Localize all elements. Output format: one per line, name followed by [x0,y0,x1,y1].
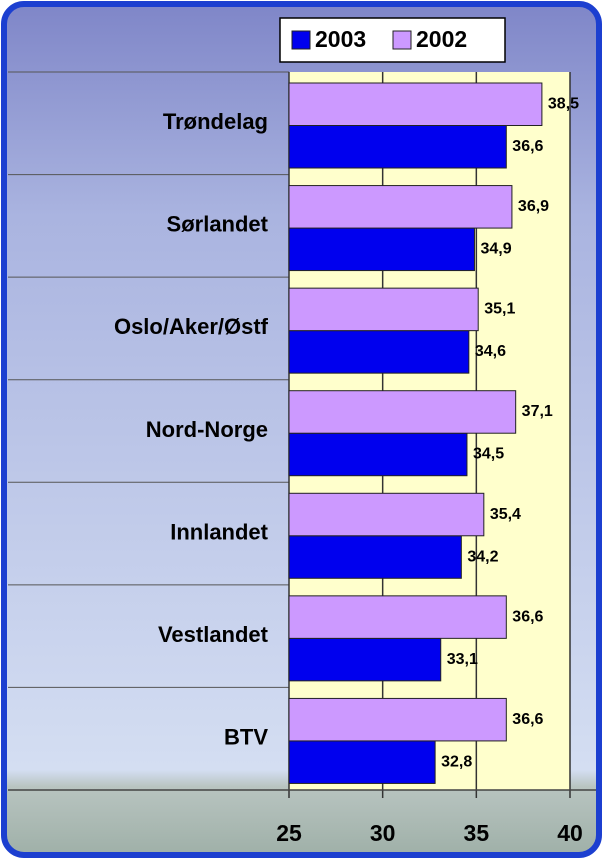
value-label: 36,6 [512,138,543,155]
value-label: 34,5 [473,446,504,463]
legend-swatch [392,30,412,50]
category-label: BTV [224,725,268,750]
bar [288,125,507,169]
value-label: 34,6 [475,343,506,360]
bar [288,492,485,537]
bar [288,82,543,126]
value-label: 38,5 [548,95,579,112]
bar [288,390,517,434]
bar [288,432,468,477]
value-label: 36,9 [518,198,549,215]
category-label: Vestlandet [158,622,269,647]
value-label: 35,4 [490,506,521,523]
category-label: Oslo/Aker/Østf [114,314,269,339]
x-tick-label: 35 [464,820,490,846]
value-label: 35,1 [484,301,515,318]
value-label: 32,8 [441,753,472,770]
legend-label: 2002 [416,26,467,52]
x-tick-label: 30 [370,820,396,846]
value-label: 34,2 [467,548,498,565]
bar [288,535,462,579]
value-label: 36,6 [512,711,543,728]
bar [288,595,507,639]
bar [288,330,470,374]
value-label: 33,1 [447,651,478,668]
value-label: 36,6 [512,608,543,625]
value-label: 37,1 [522,403,553,420]
legend-label: 2003 [315,26,366,52]
category-label: Sørlandet [167,212,269,237]
legend-swatch [291,30,311,50]
x-tick-label: 40 [557,820,583,846]
x-tick-label: 25 [276,820,302,846]
bar [288,740,436,784]
bar [288,185,513,229]
bar [288,227,475,272]
category-label: Innlandet [170,519,268,544]
category-label: Trøndelag [163,109,268,134]
category-label: Nord-Norge [146,417,268,442]
value-label: 34,9 [480,241,511,258]
bar [288,697,507,742]
bar [288,287,479,332]
bar [288,637,442,682]
